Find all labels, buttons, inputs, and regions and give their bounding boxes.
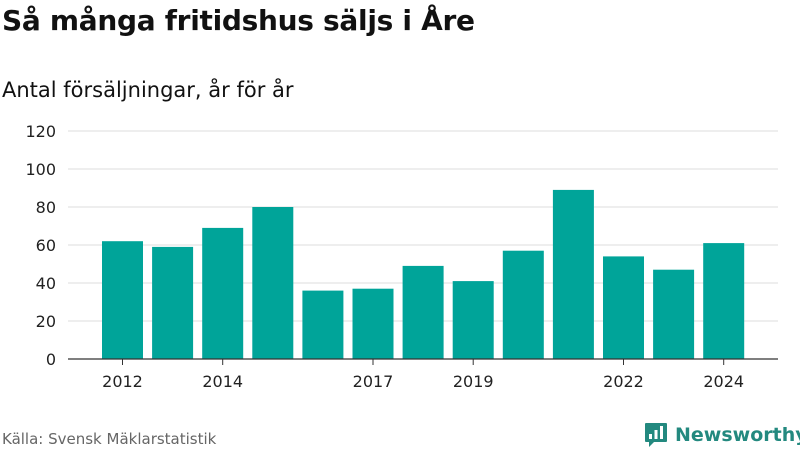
bar-2023 (653, 269, 695, 359)
newsworthy-logo-icon (645, 423, 667, 447)
bar-2020 (502, 250, 544, 359)
source-note: Källa: Svensk Mäklarstatistik (2, 430, 217, 448)
x-tick-label: 2024 (703, 372, 744, 391)
x-tick-label: 2022 (603, 372, 644, 391)
y-tick-label: 60 (36, 236, 56, 255)
bar-2019 (452, 281, 494, 359)
chart-subtitle: Antal försäljningar, år för år (2, 78, 294, 102)
x-axis-ticks: 2012 2014 2017 2019 2022 2024 (102, 359, 744, 391)
bar-2021 (552, 189, 594, 359)
bar-chart: 0 20 40 60 80 100 120 2012 2014 2017 2019 2022 2024 (25, 122, 778, 391)
y-tick-label: 20 (36, 312, 56, 331)
bar-2013 (152, 246, 194, 359)
y-tick-label: 100 (25, 160, 56, 179)
brand-logo: Newsworthy (644, 420, 800, 450)
bar-2016 (302, 290, 344, 359)
x-tick-label: 2012 (102, 372, 143, 391)
brand-name: Newsworthy (675, 424, 800, 446)
y-tick-label: 80 (36, 198, 56, 217)
x-tick-label: 2019 (453, 372, 494, 391)
y-tick-label: 40 (36, 274, 56, 293)
bar-2022 (603, 256, 644, 359)
x-tick-label: 2017 (353, 372, 394, 391)
chart-title: Så många fritidshus säljs i Åre (2, 4, 475, 37)
bars (102, 189, 745, 359)
bar-2014 (202, 227, 244, 359)
bar-2018 (402, 265, 444, 359)
y-tick-label: 0 (46, 350, 56, 369)
bar-2015 (252, 207, 294, 359)
x-tick-label: 2014 (202, 372, 243, 391)
y-axis-ticks: 0 20 40 60 80 100 120 (25, 122, 56, 369)
bar-2024 (703, 243, 745, 359)
bar-2012 (102, 241, 143, 359)
y-tick-label: 120 (25, 122, 56, 141)
bar-2017 (352, 288, 394, 359)
